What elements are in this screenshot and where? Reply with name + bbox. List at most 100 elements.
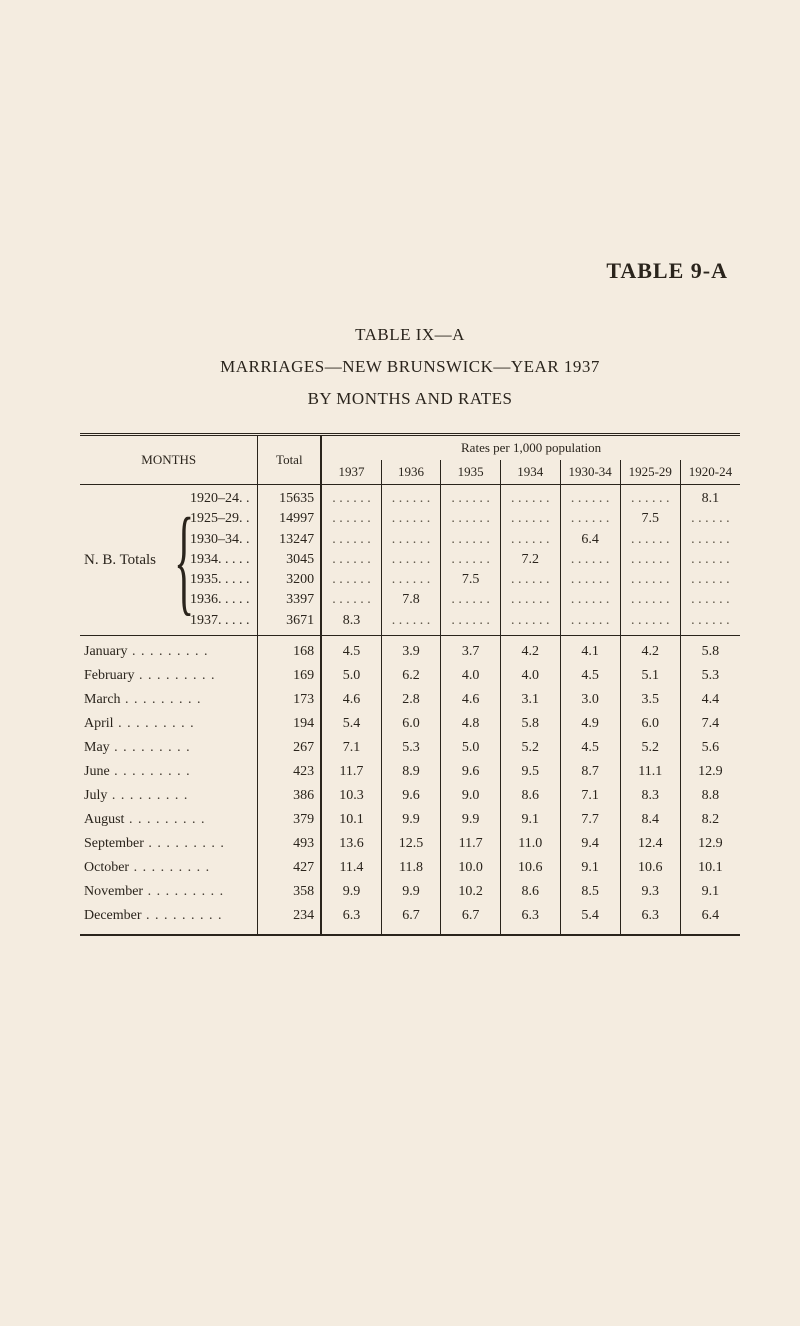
nb-period-label: 1925–29. . — [190, 509, 250, 529]
month-name: May — [84, 740, 191, 755]
month-rate: 10.6 — [620, 856, 680, 880]
nb-rate-value: . . . . . . — [685, 590, 736, 610]
nb-period-total: 14997 — [262, 509, 314, 529]
month-total: 427 — [258, 856, 321, 880]
month-rate: 5.3 — [381, 736, 441, 760]
month-rate: 2.8 — [381, 688, 441, 712]
month-total: 379 — [258, 808, 321, 832]
nb-rate-value: 7.5 — [625, 509, 676, 529]
subtitle-marriages: MARRIAGES—NEW BRUNSWICK—YEAR 1937 — [80, 357, 740, 377]
nb-period-total: 15635 — [262, 489, 314, 509]
month-rate: 12.5 — [381, 832, 441, 856]
nb-rate-value: . . . . . . — [565, 611, 616, 631]
nb-rate-value: . . . . . . — [445, 611, 496, 631]
month-total: 423 — [258, 760, 321, 784]
month-total: 267 — [258, 736, 321, 760]
nb-rate-value: . . . . . . — [326, 590, 377, 610]
nb-rate-value: . . . . . . — [565, 590, 616, 610]
col-year-1920-24: 1920-24 — [680, 460, 740, 485]
table-9a-heading: TABLE 9-A — [606, 258, 728, 284]
month-rate: 6.7 — [441, 904, 501, 935]
month-rate: 11.7 — [441, 832, 501, 856]
month-rate: 7.1 — [560, 784, 620, 808]
nb-rate-value: 7.8 — [386, 590, 437, 610]
month-name: June — [84, 764, 191, 779]
table-row: November3589.99.910.28.68.59.39.1 — [80, 880, 740, 904]
month-rate: 4.5 — [560, 736, 620, 760]
table-header: MONTHS Total Rates per 1,000 population … — [80, 436, 740, 485]
month-rate: 8.2 — [680, 808, 740, 832]
month-name: January — [84, 644, 209, 659]
nb-rate-value: . . . . . . — [386, 530, 437, 550]
month-total: 169 — [258, 664, 321, 688]
nb-totals-cell: N. B. Totals { 1920–24. .1925–29. .1930–… — [80, 485, 258, 636]
table-row: December2346.36.76.76.35.46.36.4 — [80, 904, 740, 935]
nb-period-label: 1920–24. . — [190, 489, 250, 509]
month-name-cell: January — [80, 636, 258, 665]
nb-rate-value: . . . . . . — [445, 590, 496, 610]
month-rate: 10.1 — [680, 856, 740, 880]
month-rate: 11.7 — [321, 760, 381, 784]
nb-rate-value: . . . . . . — [625, 611, 676, 631]
nb-period-total: 3045 — [262, 550, 314, 570]
nb-rate-value: . . . . . . — [386, 509, 437, 529]
month-rate: 4.6 — [321, 688, 381, 712]
month-name: September — [84, 836, 225, 851]
month-rate: 11.4 — [321, 856, 381, 880]
month-name-cell: May — [80, 736, 258, 760]
month-rate: 3.5 — [620, 688, 680, 712]
nb-period-label: 1935. . . . . — [190, 570, 250, 590]
month-rate: 6.3 — [321, 904, 381, 935]
month-rate: 10.2 — [441, 880, 501, 904]
table-wrapper: MONTHS Total Rates per 1,000 population … — [80, 433, 740, 936]
month-name-cell: November — [80, 880, 258, 904]
month-rate: 9.6 — [381, 784, 441, 808]
month-rate: 10.6 — [500, 856, 560, 880]
month-rate: 4.6 — [441, 688, 501, 712]
nb-period-label: 1936. . . . . — [190, 590, 250, 610]
nb-rate-value: . . . . . . — [326, 550, 377, 570]
month-total: 234 — [258, 904, 321, 935]
month-rate: 4.2 — [620, 636, 680, 665]
nb-rate-value: . . . . . . — [386, 489, 437, 509]
marriages-table: MONTHS Total Rates per 1,000 population … — [80, 436, 740, 935]
month-rate: 12.9 — [680, 832, 740, 856]
month-name: August — [84, 812, 205, 827]
month-total: 358 — [258, 880, 321, 904]
table-row: June42311.78.99.69.58.711.112.9 — [80, 760, 740, 784]
nb-rate-value: . . . . . . — [685, 570, 736, 590]
month-name-cell: October — [80, 856, 258, 880]
month-rate: 8.5 — [560, 880, 620, 904]
month-name: April — [84, 716, 195, 731]
month-rate: 8.6 — [500, 784, 560, 808]
month-rate: 9.9 — [381, 808, 441, 832]
month-rate: 9.3 — [620, 880, 680, 904]
nb-rate-value: . . . . . . — [326, 509, 377, 529]
month-rate: 5.2 — [620, 736, 680, 760]
month-rate: 6.7 — [381, 904, 441, 935]
nb-period-label: 1934. . . . . — [190, 550, 250, 570]
month-rate: 12.9 — [680, 760, 740, 784]
month-rate: 5.0 — [321, 664, 381, 688]
nb-period-total: 13247 — [262, 530, 314, 550]
month-rate: 8.8 — [680, 784, 740, 808]
col-rates-header: Rates per 1,000 population — [321, 436, 740, 460]
nb-rate-value: . . . . . . — [625, 570, 676, 590]
month-rate: 3.0 — [560, 688, 620, 712]
table-row: January1684.53.93.74.24.14.25.8 — [80, 636, 740, 665]
nb-rates-1937: . . . . . .. . . . . .. . . . . .. . . .… — [321, 485, 381, 636]
month-rate: 9.9 — [441, 808, 501, 832]
col-months: MONTHS — [80, 436, 258, 485]
month-name: November — [84, 884, 224, 899]
month-rate: 9.9 — [321, 880, 381, 904]
nb-rate-value: 7.5 — [445, 570, 496, 590]
month-rate: 9.1 — [500, 808, 560, 832]
month-rate: 9.6 — [441, 760, 501, 784]
month-rate: 4.4 — [680, 688, 740, 712]
nb-totals-block: N. B. Totals { 1920–24. .1925–29. .1930–… — [80, 485, 740, 636]
month-name: October — [84, 860, 210, 875]
month-rate: 10.1 — [321, 808, 381, 832]
subtitle-table-ix: TABLE IX—A — [80, 325, 740, 345]
month-rate: 10.3 — [321, 784, 381, 808]
month-total: 194 — [258, 712, 321, 736]
